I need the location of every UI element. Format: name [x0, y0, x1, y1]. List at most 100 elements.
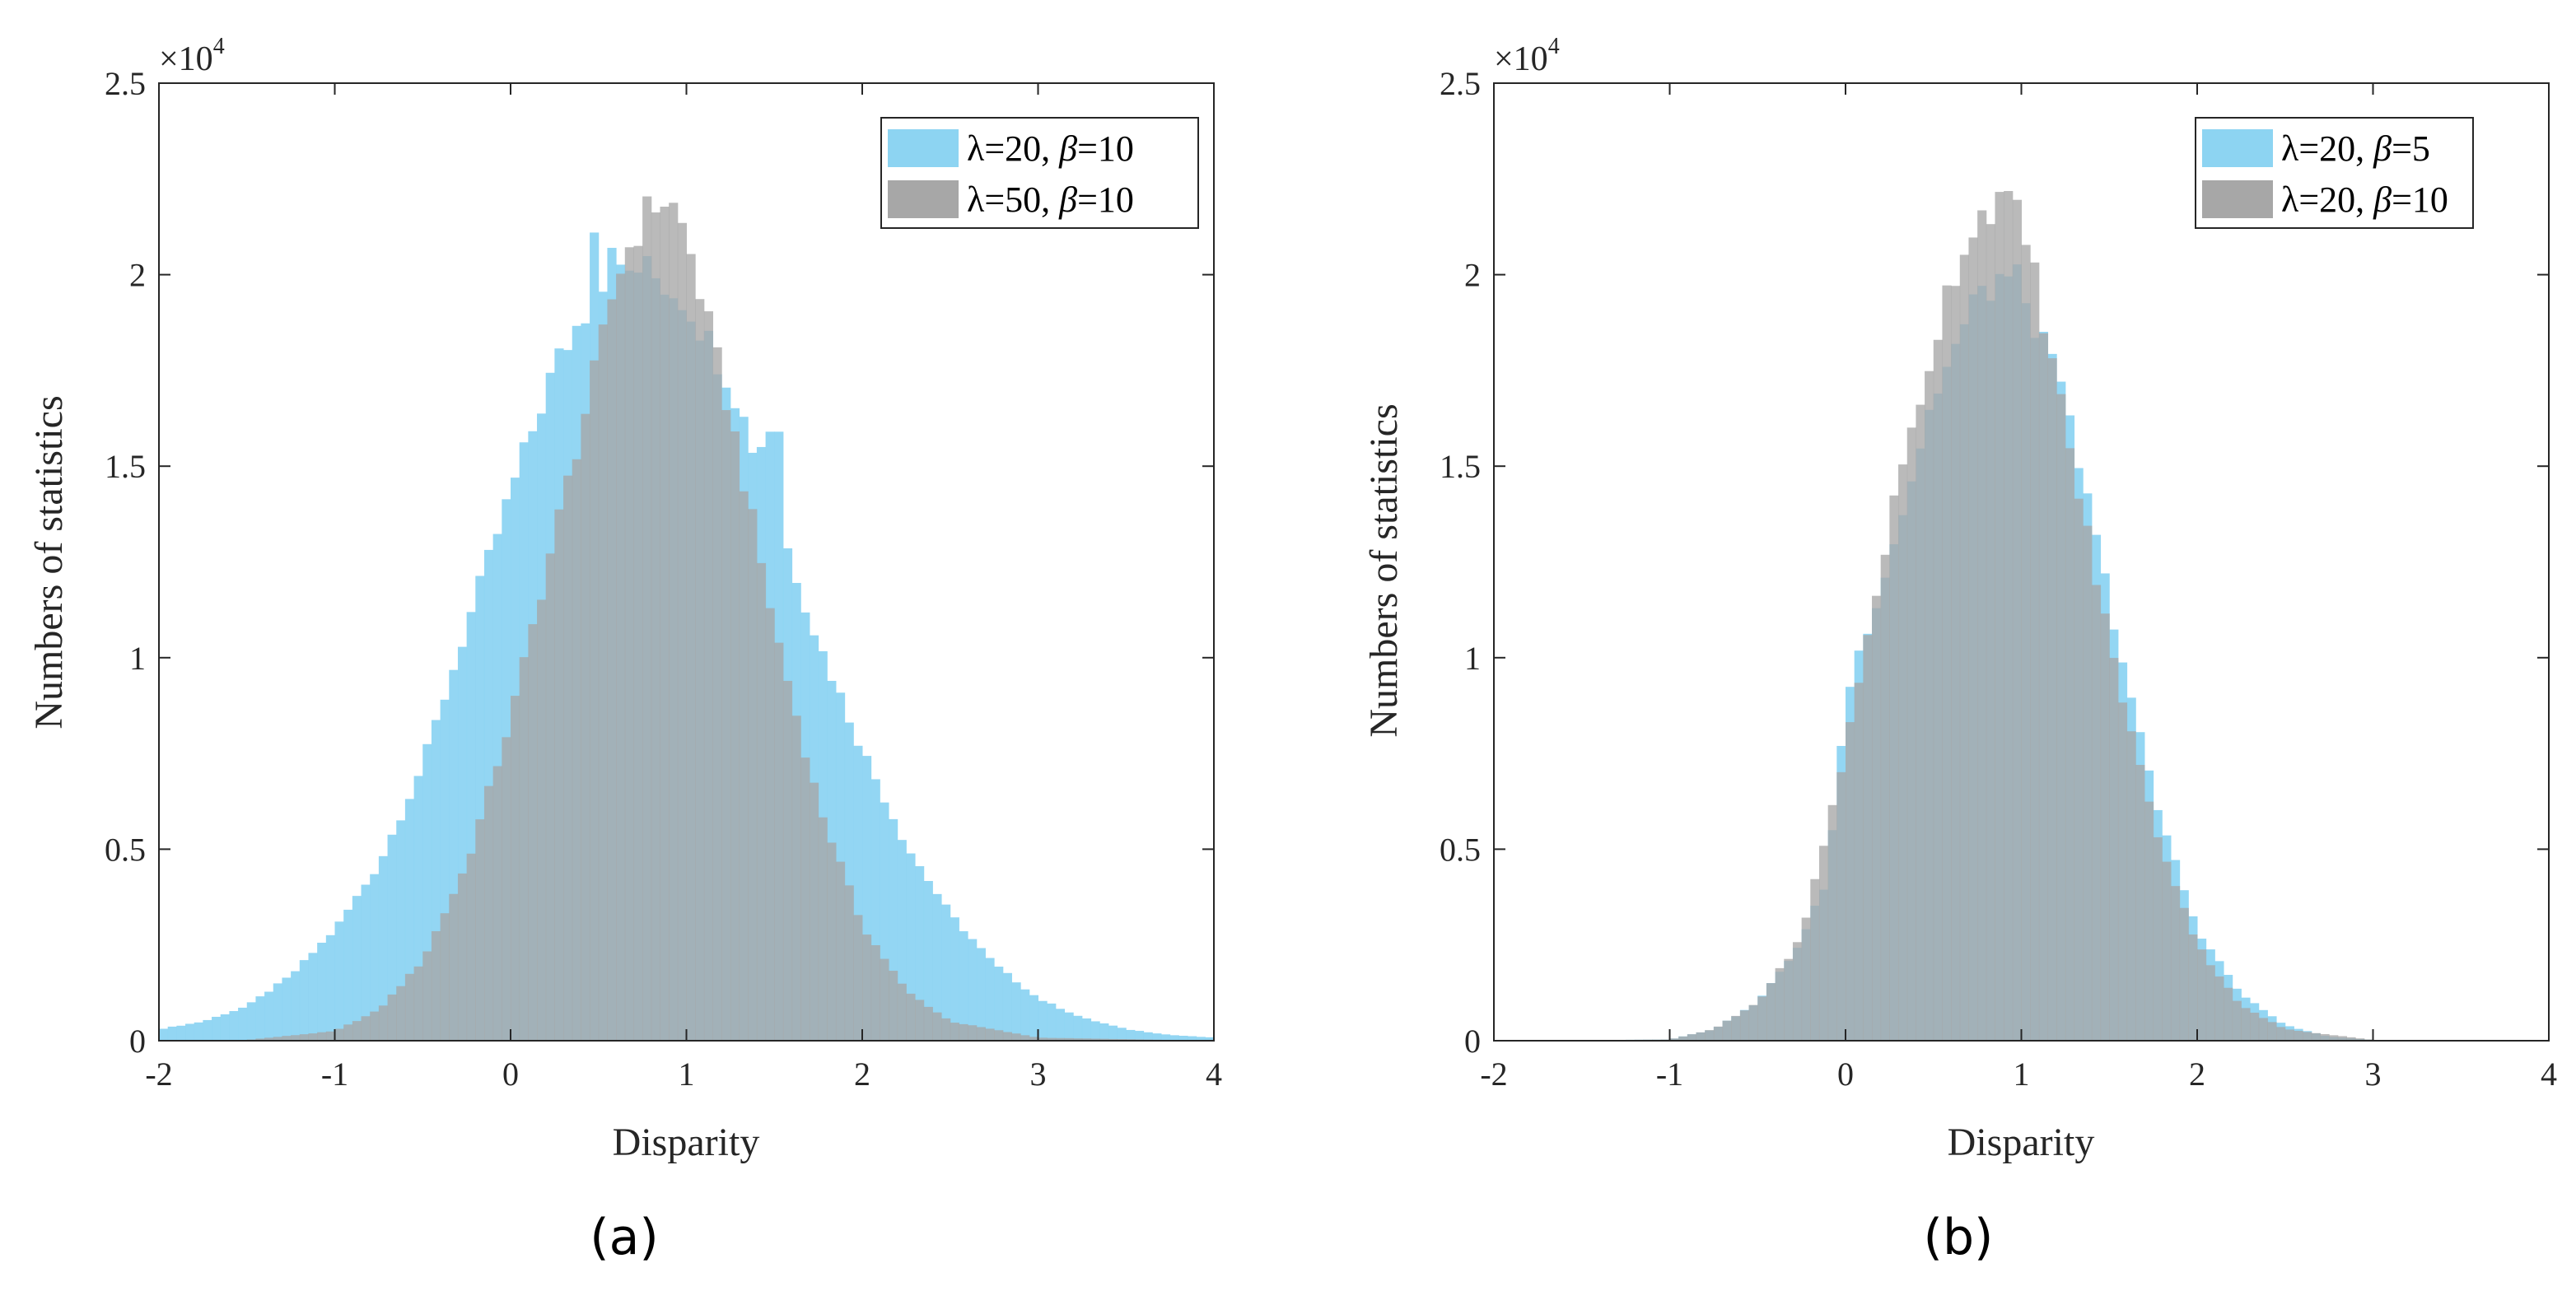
histogram-bar — [774, 642, 784, 1041]
histogram-bar — [361, 884, 371, 1041]
x-tick-label: -1 — [1656, 1056, 1683, 1093]
histogram-bar — [2232, 1000, 2242, 1041]
histogram-bar — [2355, 1038, 2365, 1041]
histogram-bar — [404, 799, 415, 1041]
histogram-bar — [1731, 1015, 1741, 1041]
histogram-bar — [2258, 1018, 2268, 1041]
histogram-bar — [317, 1032, 327, 1041]
histogram-bar — [889, 971, 898, 1041]
histogram-bar — [1722, 1020, 1732, 1041]
histogram-bar — [1169, 1035, 1179, 1041]
histogram-bar — [370, 874, 380, 1041]
panel-b-histogram — [1494, 191, 2550, 1042]
panel-b-y-multiplier-base: ×10 — [1494, 40, 1548, 78]
histogram-bar — [2205, 965, 2215, 1041]
histogram-bar — [370, 1011, 380, 1041]
histogram-bar — [511, 696, 520, 1041]
histogram-bar — [791, 715, 801, 1041]
x-tick-label: 3 — [1030, 1056, 1047, 1093]
histogram-bar — [1933, 339, 1943, 1041]
panel-a-ticks: -2 -1 0 1 2 3 4 0 0.5 1 1.5 2 2.5 — [105, 65, 1222, 1093]
x-tick-label: 1 — [2014, 1056, 2030, 1093]
histogram-bar — [475, 819, 485, 1041]
panel-b-ticks: -2 -1 0 1 2 3 4 0 0.5 1 1.5 2 2.5 — [1440, 65, 2557, 1093]
histogram-bar — [413, 966, 423, 1041]
histogram-bar — [185, 1023, 195, 1041]
histogram-bar — [308, 1033, 318, 1041]
histogram-bar — [1827, 804, 1837, 1041]
histogram-bar — [1108, 1025, 1118, 1041]
histogram-bar — [440, 699, 450, 1041]
histogram-bar — [712, 347, 722, 1042]
histogram-bar — [2100, 613, 2110, 1041]
panel-a-histogram — [159, 196, 1215, 1042]
histogram-bar — [264, 991, 274, 1041]
histogram-bar — [950, 1023, 959, 1041]
histogram-bar — [932, 893, 942, 1041]
histogram-bar — [748, 509, 758, 1041]
histogram-bar — [1064, 1037, 1074, 1041]
panel-a-y-axis-title: Numbers of statistics — [27, 395, 71, 729]
histogram-bar — [1073, 1015, 1083, 1041]
histogram-bar — [1090, 1021, 1100, 1041]
histogram-bar — [229, 1011, 239, 1041]
histogram-bar — [2267, 1022, 2277, 1041]
histogram-bar — [1986, 224, 1995, 1041]
panel-b-label: (b) — [1924, 1209, 1994, 1266]
histogram-bar — [387, 994, 397, 1041]
histogram-bar — [1143, 1032, 1153, 1041]
histogram-bar — [1951, 286, 1961, 1042]
histogram-bar — [2144, 801, 2154, 1041]
histogram-bar — [2224, 987, 2233, 1041]
histogram-bar — [404, 973, 415, 1041]
histogram-bar — [2030, 262, 2040, 1041]
histogram-bar — [1775, 967, 1785, 1041]
histogram-bar — [1002, 1032, 1012, 1041]
legend-label-prefix: λ=20, — [967, 128, 1059, 169]
histogram-bar — [968, 1025, 978, 1041]
legend-label: λ=20, β=10 — [2281, 179, 2448, 220]
histogram-bar — [923, 881, 933, 1041]
histogram-bar — [844, 885, 854, 1041]
y-tick-label: 1.5 — [105, 448, 146, 485]
legend-label-suffix: =5 — [2392, 128, 2430, 169]
histogram-bar — [1863, 635, 1873, 1041]
histogram-bar — [537, 599, 547, 1041]
histogram-bar — [2038, 333, 2049, 1041]
x-tick-label: 4 — [1206, 1056, 1222, 1093]
histogram-bar — [299, 960, 309, 1041]
legend-swatch — [2202, 180, 2273, 218]
histogram-bar — [1064, 1012, 1074, 1041]
histogram-bar — [1047, 1037, 1057, 1041]
legend-label-prefix: λ=20, — [2281, 128, 2373, 169]
panel-b-x-axis-title: Disparity — [1948, 1121, 2095, 1164]
histogram-bar — [1126, 1029, 1136, 1041]
histogram-bar — [1002, 972, 1012, 1041]
histogram-bar — [897, 983, 907, 1041]
histogram-bar — [959, 1023, 968, 1041]
histogram-bar — [378, 1005, 389, 1041]
histogram-bar — [1757, 996, 1767, 1041]
histogram-bar — [624, 247, 634, 1041]
histogram-bar — [334, 921, 344, 1041]
y-tick-label: 0.5 — [105, 831, 146, 868]
histogram-bar — [598, 324, 608, 1041]
histogram-bar — [282, 977, 292, 1041]
histogram-bar — [1081, 1038, 1092, 1041]
histogram-bar — [2012, 199, 2022, 1041]
panel-b-y-multiplier-exponent: 4 — [1548, 34, 1560, 59]
histogram-bar — [255, 996, 265, 1041]
histogram-bar — [1810, 879, 1820, 1041]
histogram-bar — [2197, 949, 2207, 1041]
histogram-bar — [2346, 1037, 2356, 1041]
histogram-bar — [1055, 1009, 1066, 1041]
histogram-bar — [1187, 1036, 1197, 1041]
histogram-bar — [422, 743, 432, 1041]
histogram-bar — [1784, 958, 1794, 1041]
histogram-bar — [941, 904, 951, 1041]
legend-swatch — [888, 180, 959, 218]
histogram-bar — [889, 818, 898, 1041]
histogram-bar — [853, 915, 863, 1041]
x-tick-label: 2 — [854, 1056, 870, 1093]
legend-swatch — [2202, 129, 2273, 167]
